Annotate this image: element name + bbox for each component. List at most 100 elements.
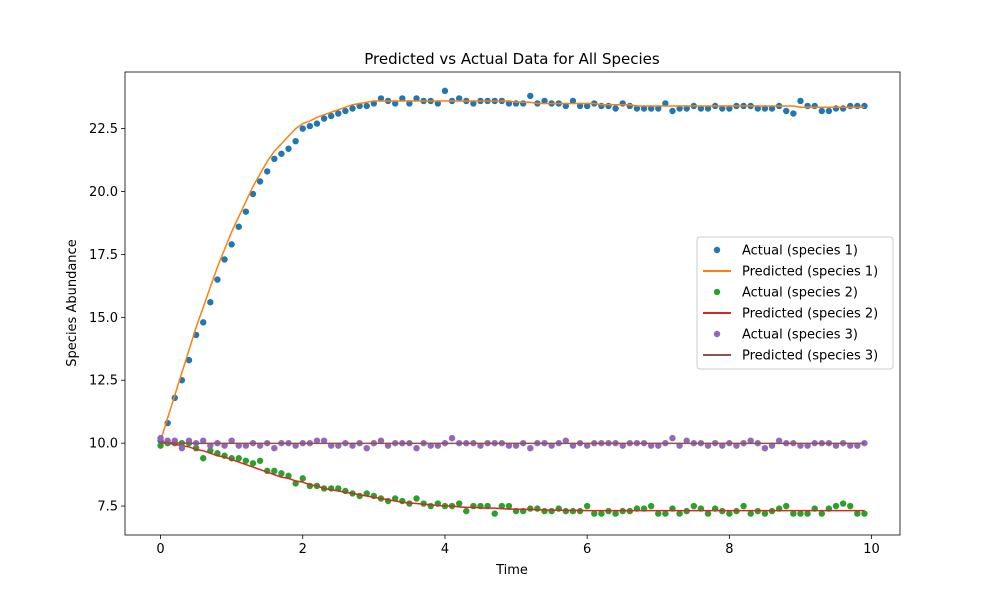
data-point [761, 510, 769, 517]
data-point [797, 97, 804, 105]
data-point [704, 510, 712, 517]
data-point [726, 510, 733, 517]
data-point [185, 356, 193, 364]
data-point [804, 510, 811, 517]
data-point [704, 105, 712, 112]
data-point [754, 105, 761, 112]
data-point [498, 502, 506, 510]
legend-label: Predicted (species 3) [742, 349, 878, 364]
data-point [242, 457, 250, 464]
data-point [612, 510, 619, 517]
legend-label: Actual (species 3) [742, 328, 858, 343]
series-line-3 [160, 442, 865, 512]
data-point [669, 107, 676, 115]
data-point [861, 102, 868, 110]
data-point [249, 190, 257, 198]
data-point [363, 102, 370, 110]
data-point [583, 502, 591, 510]
data-point [292, 138, 299, 145]
legend-label: Predicted (species 2) [742, 307, 878, 322]
data-point [470, 502, 477, 510]
data-point [647, 502, 655, 510]
data-point [157, 442, 164, 449]
data-point [519, 100, 527, 107]
data-point [249, 460, 257, 467]
data-point [655, 510, 662, 517]
data-point [185, 437, 193, 444]
data-point [299, 475, 306, 482]
data-point [200, 455, 207, 462]
legend-box [696, 236, 894, 370]
legend-item: Predicted (species 3) [703, 349, 878, 364]
y-tick-label: 15.0 [89, 311, 118, 326]
y-tick-label: 22.5 [89, 122, 118, 137]
x-tick-label: 6 [583, 542, 591, 557]
legend-label: Predicted (species 1) [742, 265, 878, 280]
data-point [541, 97, 548, 105]
data-point [463, 507, 470, 515]
data-point [235, 223, 242, 230]
data-point [313, 437, 321, 444]
data-point [719, 105, 726, 112]
data-point [783, 107, 790, 115]
data-point [811, 102, 818, 110]
data-point [747, 510, 754, 517]
data-point [839, 500, 847, 507]
legend-label: Actual (species 2) [742, 286, 858, 301]
legend-point-marker [713, 330, 721, 338]
data-point [285, 145, 292, 152]
data-point [818, 107, 825, 115]
data-point [562, 507, 570, 515]
data-point [576, 507, 584, 515]
data-point [804, 102, 811, 110]
data-point [271, 155, 278, 163]
data-point [569, 97, 577, 105]
data-point [342, 107, 349, 115]
data-point [527, 444, 534, 452]
data-point [655, 105, 662, 112]
x-axis: 0 2 4 6 8 10 [156, 535, 880, 557]
legend-item: Actual (species 2) [713, 286, 858, 301]
data-point [157, 434, 164, 442]
data-point [214, 276, 221, 283]
data-point [598, 510, 605, 517]
data-point [228, 241, 235, 248]
data-point [491, 510, 498, 517]
x-tick-label: 2 [299, 542, 307, 557]
data-point [768, 105, 776, 112]
data-point [761, 105, 769, 112]
data-point [783, 502, 790, 510]
y-tick-label: 12.5 [89, 374, 118, 389]
data-point [619, 100, 626, 107]
y-tick-label: 10.0 [89, 437, 118, 452]
data-point [527, 505, 534, 512]
data-point [505, 502, 513, 510]
data-point [527, 92, 534, 100]
data-point [391, 100, 399, 107]
data-point [676, 510, 683, 517]
data-point [406, 100, 413, 107]
data-point [207, 299, 214, 306]
data-point [200, 319, 207, 326]
data-point [847, 502, 854, 510]
data-point [861, 510, 868, 517]
series-line-1 [159, 100, 865, 441]
data-point [676, 105, 683, 112]
data-point [832, 105, 840, 112]
data-point [683, 437, 690, 444]
data-point [775, 437, 783, 444]
legend: Actual (species 1) Predicted (species 1) A… [696, 236, 894, 370]
legend-label: Actual (species 1) [742, 244, 858, 259]
x-tick-label: 8 [725, 542, 733, 557]
data-point [583, 102, 591, 110]
x-axis-label: Time [495, 563, 528, 578]
data-point [413, 444, 420, 452]
y-tick-label: 20.0 [89, 185, 118, 200]
data-point [690, 502, 698, 510]
y-tick-label: 17.5 [89, 248, 118, 263]
axes-frame [124, 71, 901, 536]
data-point [335, 110, 342, 117]
data-point [470, 100, 477, 107]
data-point [320, 115, 328, 122]
x-tick-label: 4 [441, 542, 449, 557]
